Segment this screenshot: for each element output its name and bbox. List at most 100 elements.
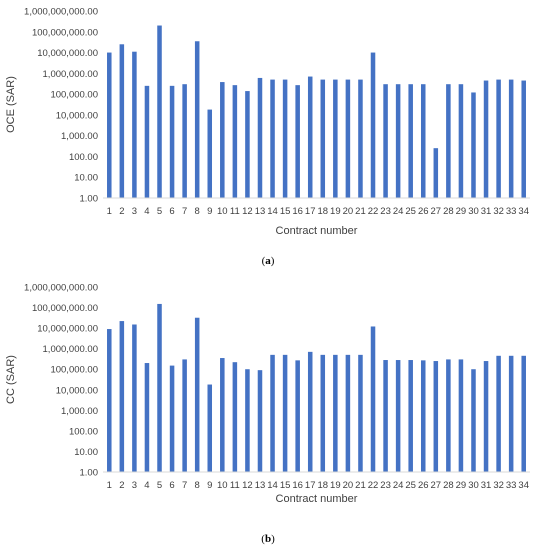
bar-contract-14 [270, 79, 275, 198]
bar-contract-8 [194, 317, 200, 472]
bar-contract-3 [132, 51, 137, 198]
x-tick-label: 18 [317, 480, 328, 491]
bar-contract-23 [383, 360, 388, 472]
x-tick-label: 4 [144, 206, 149, 217]
chart-panel-a: 1.00 10.00 100.00 1,000.00 10,000.00 100,000.… [5, 7, 530, 267]
bar-contract-31 [483, 361, 489, 472]
x-tick-label: 32 [493, 206, 504, 217]
x-tick-label: 10 [217, 206, 228, 217]
x-tick-labels-b: 1 2 3 4 5 6 7 8 9 10 11 12 13 14 15 16 17 18 19 20 21 22 23 24 2… [107, 480, 529, 491]
x-tick-label: 22 [368, 480, 379, 491]
y-tick-label: 1,000.00 [61, 131, 98, 142]
bar-contract-34 [521, 80, 526, 198]
x-tick-label: 9 [207, 480, 212, 491]
bar-contract-16 [295, 85, 300, 198]
x-tick-label: 33 [506, 206, 517, 217]
x-tick-label: 11 [230, 480, 240, 491]
x-tick-label: 4 [144, 480, 149, 491]
bar-contract-12 [245, 369, 250, 472]
bar-contract-5 [157, 303, 162, 472]
bar-contract-15 [282, 79, 288, 198]
bar-contract-6 [169, 365, 175, 472]
x-tick-label: 31 [481, 480, 492, 491]
x-tick-label: 23 [380, 206, 391, 217]
x-tick-label: 7 [182, 206, 187, 217]
bar-contract-12 [245, 91, 250, 198]
panel-caption-b: (b) [261, 533, 275, 545]
bar-contract-29 [458, 84, 464, 198]
bar-contract-11 [232, 85, 238, 198]
x-tick-label: 7 [182, 480, 187, 491]
y-tick-label: 1.00 [80, 194, 99, 205]
bar-contract-28 [446, 84, 451, 198]
bar-contract-27 [433, 361, 439, 472]
y-tick-label: 10.00 [74, 447, 98, 458]
x-tick-label: 2 [119, 206, 124, 217]
y-tick-label: 10,000.00 [56, 110, 98, 121]
x-tick-label: 1 [107, 206, 112, 217]
x-tick-label: 18 [317, 206, 328, 217]
x-tick-label: 22 [368, 206, 379, 217]
y-tick-label: 1,000.00 [61, 406, 98, 417]
panel-letter-b: b [265, 533, 271, 545]
x-tick-label: 5 [157, 480, 162, 491]
x-tick-label: 34 [518, 206, 529, 217]
x-tick-label: 15 [280, 206, 291, 217]
bar-contract-22 [370, 52, 376, 198]
x-tick-label: 21 [355, 480, 366, 491]
bar-contract-22 [370, 326, 376, 472]
y-axis-title-a: OCE (SAR) [5, 76, 17, 133]
y-tick-label: 1,000,000.00 [43, 69, 98, 80]
bar-contract-1 [107, 329, 112, 472]
x-tick-label: 14 [267, 206, 278, 217]
x-tick-label: 19 [330, 206, 341, 217]
bar-contract-19 [333, 79, 338, 198]
y-tick-label: 100,000,000.00 [32, 303, 98, 314]
bar-contract-16 [295, 360, 300, 472]
bar-contract-1 [107, 52, 112, 198]
bar-contract-23 [383, 84, 388, 198]
x-tick-label: 29 [456, 480, 467, 491]
bar-contract-20 [345, 79, 351, 198]
y-tick-label: 100.00 [69, 426, 98, 437]
x-tick-label: 27 [431, 480, 442, 491]
bar-contract-31 [483, 80, 489, 198]
x-tick-label: 17 [305, 206, 316, 217]
bar-contract-14 [270, 354, 275, 472]
x-tick-label: 6 [169, 206, 174, 217]
x-tick-label: 14 [267, 480, 278, 491]
x-tick-label: 26 [418, 206, 429, 217]
y-tick-label: 10,000.00 [56, 385, 98, 396]
x-tick-label: 2 [119, 480, 124, 491]
x-tick-label: 8 [195, 206, 200, 217]
bar-contract-13 [257, 370, 263, 472]
x-tick-label: 3 [132, 206, 137, 217]
bars-b [107, 303, 526, 472]
x-tick-label: 34 [518, 480, 529, 491]
x-axis-title-b: Contract number [276, 493, 358, 505]
y-tick-labels-b: 1.00 10.00 100.00 1,000.00 10,000.00 100,000.… [24, 283, 98, 479]
x-tick-label: 1 [107, 480, 112, 491]
x-tick-label: 26 [418, 480, 429, 491]
bar-contract-30 [471, 369, 476, 472]
x-tick-label: 28 [443, 480, 454, 491]
x-tick-label: 17 [305, 480, 316, 491]
bar-contract-32 [496, 79, 501, 198]
x-tick-label: 16 [292, 480, 303, 491]
y-tick-label: 10.00 [74, 173, 98, 184]
y-tick-label: 100,000.00 [50, 90, 98, 101]
x-tick-label: 12 [242, 480, 253, 491]
x-tick-label: 30 [468, 480, 479, 491]
x-axis-title-a: Contract number [276, 225, 358, 237]
bar-contract-25 [408, 84, 413, 198]
x-tick-label: 24 [393, 206, 404, 217]
bar-contract-26 [420, 360, 426, 472]
panel-letter-a: a [265, 255, 271, 267]
bar-contract-4 [144, 85, 150, 198]
bar-contract-24 [395, 84, 401, 198]
bar-contract-15 [282, 354, 288, 472]
bar-contract-9 [207, 384, 213, 472]
y-tick-label: 10,000,000.00 [37, 48, 98, 59]
bar-contract-7 [182, 84, 187, 198]
